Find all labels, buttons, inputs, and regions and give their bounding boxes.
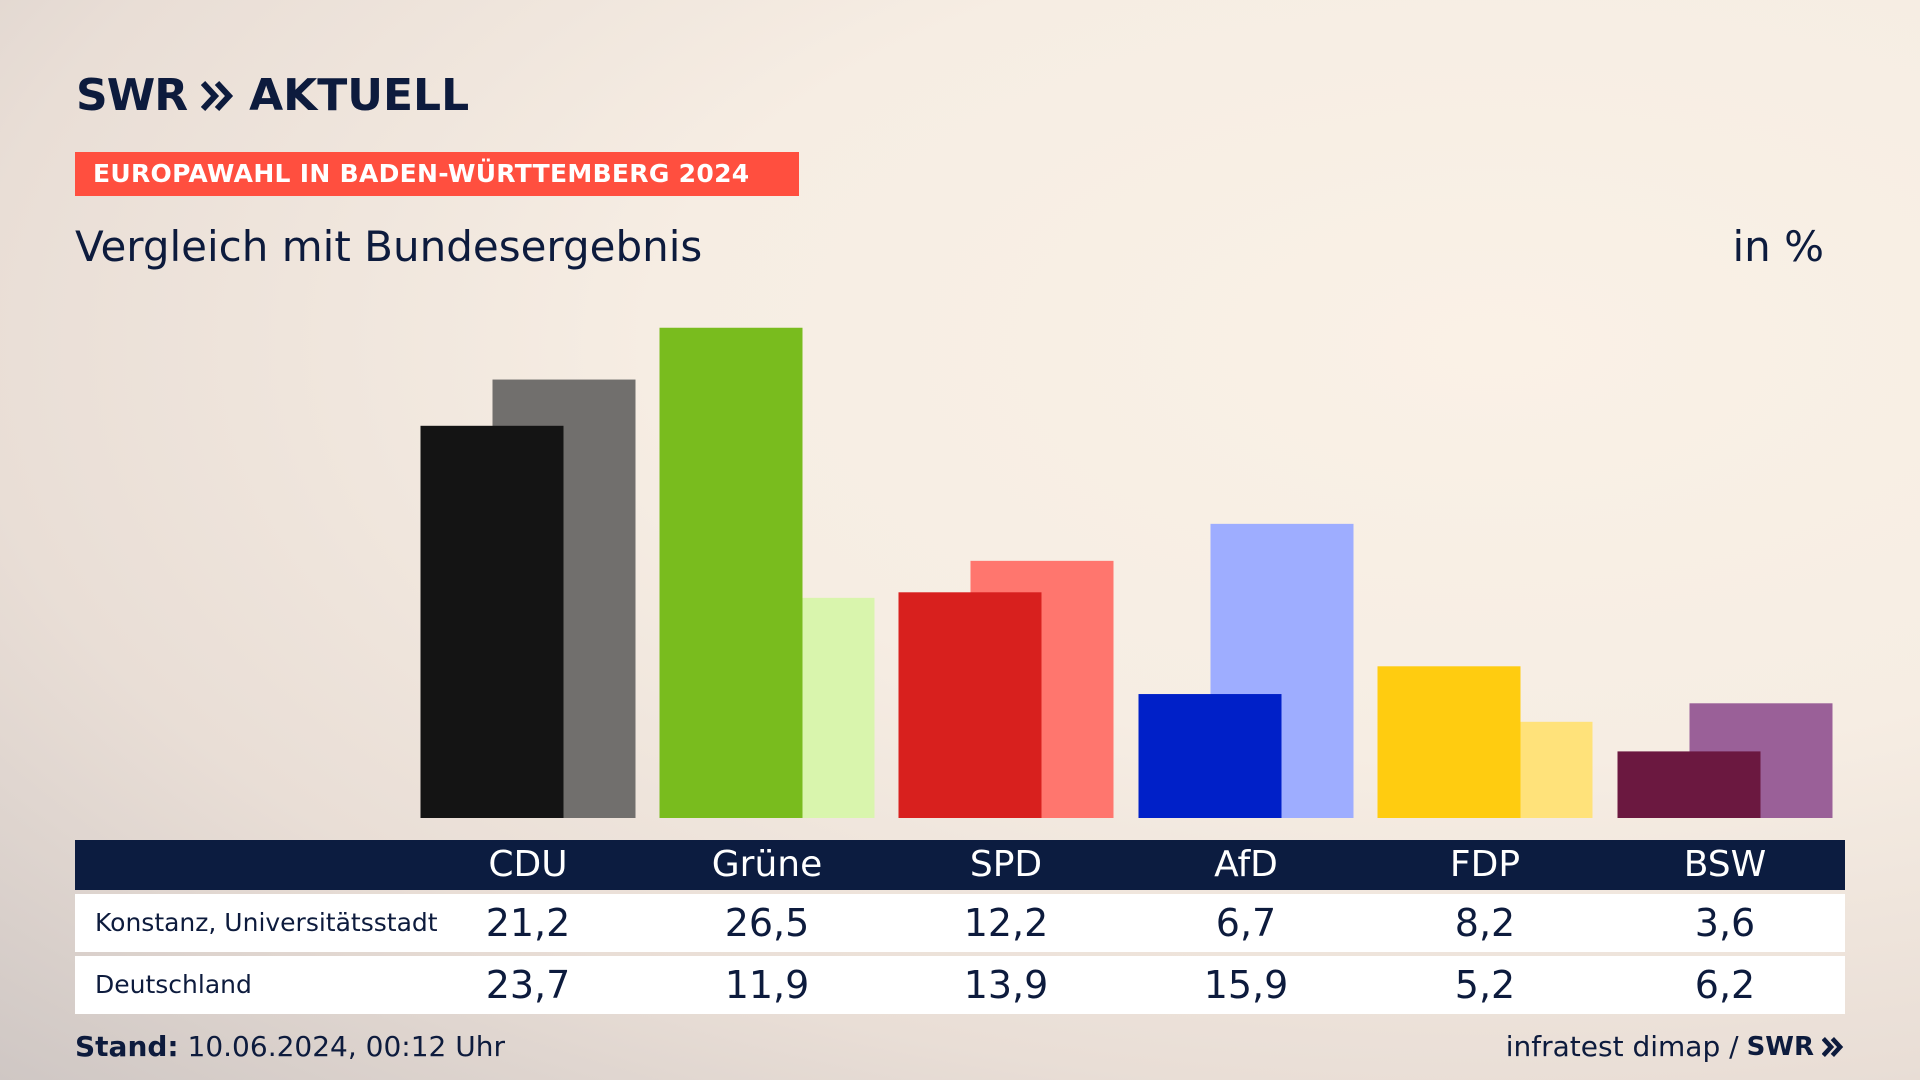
- bar-konstanz-gruene: [659, 327, 803, 818]
- party-header-afd: AfD: [1214, 844, 1278, 885]
- value-deutschland-cdu: 23,7: [485, 963, 571, 1007]
- stand-value: 10.06.2024, 00:12 Uhr: [187, 1030, 505, 1063]
- stand-label: Stand:: [75, 1030, 179, 1063]
- value-deutschland-fdp: 5,2: [1454, 963, 1516, 1007]
- value-konstanz-gruene: 26,5: [724, 901, 810, 945]
- table-header: CDU Grüne SPD AfD FDP BSW: [75, 840, 1845, 890]
- party-header-bsw: BSW: [1683, 844, 1767, 885]
- row-label-deutschland: Deutschland: [95, 970, 252, 999]
- party-header-cdu: CDU: [488, 844, 568, 885]
- double-chevron-icon: [201, 80, 234, 111]
- table-row-konstanz: Konstanz, Universitätsstadt 21,2 26,5 12,2…: [75, 894, 1845, 952]
- value-konstanz-cdu: 21,2: [485, 901, 571, 945]
- value-deutschland-bsw: 6,2: [1694, 963, 1756, 1007]
- value-deutschland-spd: 13,9: [963, 963, 1049, 1007]
- value-konstanz-fdp: 8,2: [1454, 901, 1516, 945]
- party-header-spd: SPD: [969, 844, 1043, 885]
- bar-konstanz-afd: [1138, 694, 1282, 818]
- results-table: CDU Grüne SPD AfD FDP BSW Konstanz, Universit…: [75, 840, 1845, 1014]
- table-row-deutschland: Deutschland 23,7 11,9 13,9 15,9 5,2 6,2: [75, 956, 1845, 1014]
- source-credit: infratest dimap / SWR: [1506, 1030, 1844, 1063]
- source-swr-logo: SWR: [1746, 1031, 1814, 1062]
- source-text: infratest dimap /: [1505, 1030, 1739, 1063]
- chart-subtitle: Vergleich mit Bundesergebnis: [75, 222, 703, 271]
- unit-label: in %: [1732, 222, 1824, 271]
- election-banner: EUROPAWAHL IN BADEN-WÜRTTEMBERG 2024: [75, 152, 799, 196]
- row-label-konstanz: Konstanz, Universitätsstadt: [95, 908, 438, 937]
- bar-konstanz-cdu: [420, 425, 564, 818]
- double-chevron-icon: [1822, 1036, 1844, 1057]
- timestamp: Stand: 10.06.2024, 00:12 Uhr: [75, 1030, 505, 1063]
- logo-swr-text: SWR: [76, 70, 188, 121]
- bar-konstanz-spd: [898, 592, 1042, 818]
- value-konstanz-afd: 6,7: [1215, 901, 1277, 945]
- party-header-gruene: Grüne: [711, 844, 823, 885]
- value-konstanz-bsw: 3,6: [1694, 901, 1756, 945]
- value-deutschland-afd: 15,9: [1203, 963, 1289, 1007]
- logo-aktuell-text: AKTUELL: [249, 70, 470, 121]
- bar-chart: [420, 327, 1833, 818]
- swr-aktuell-logo: SWR AKTUELL: [76, 70, 469, 121]
- bar-konstanz-fdp: [1377, 666, 1521, 818]
- party-header-fdp: FDP: [1449, 844, 1521, 885]
- value-deutschland-gruene: 11,9: [724, 963, 810, 1007]
- value-konstanz-spd: 12,2: [963, 901, 1049, 945]
- bar-konstanz-bsw: [1617, 751, 1761, 818]
